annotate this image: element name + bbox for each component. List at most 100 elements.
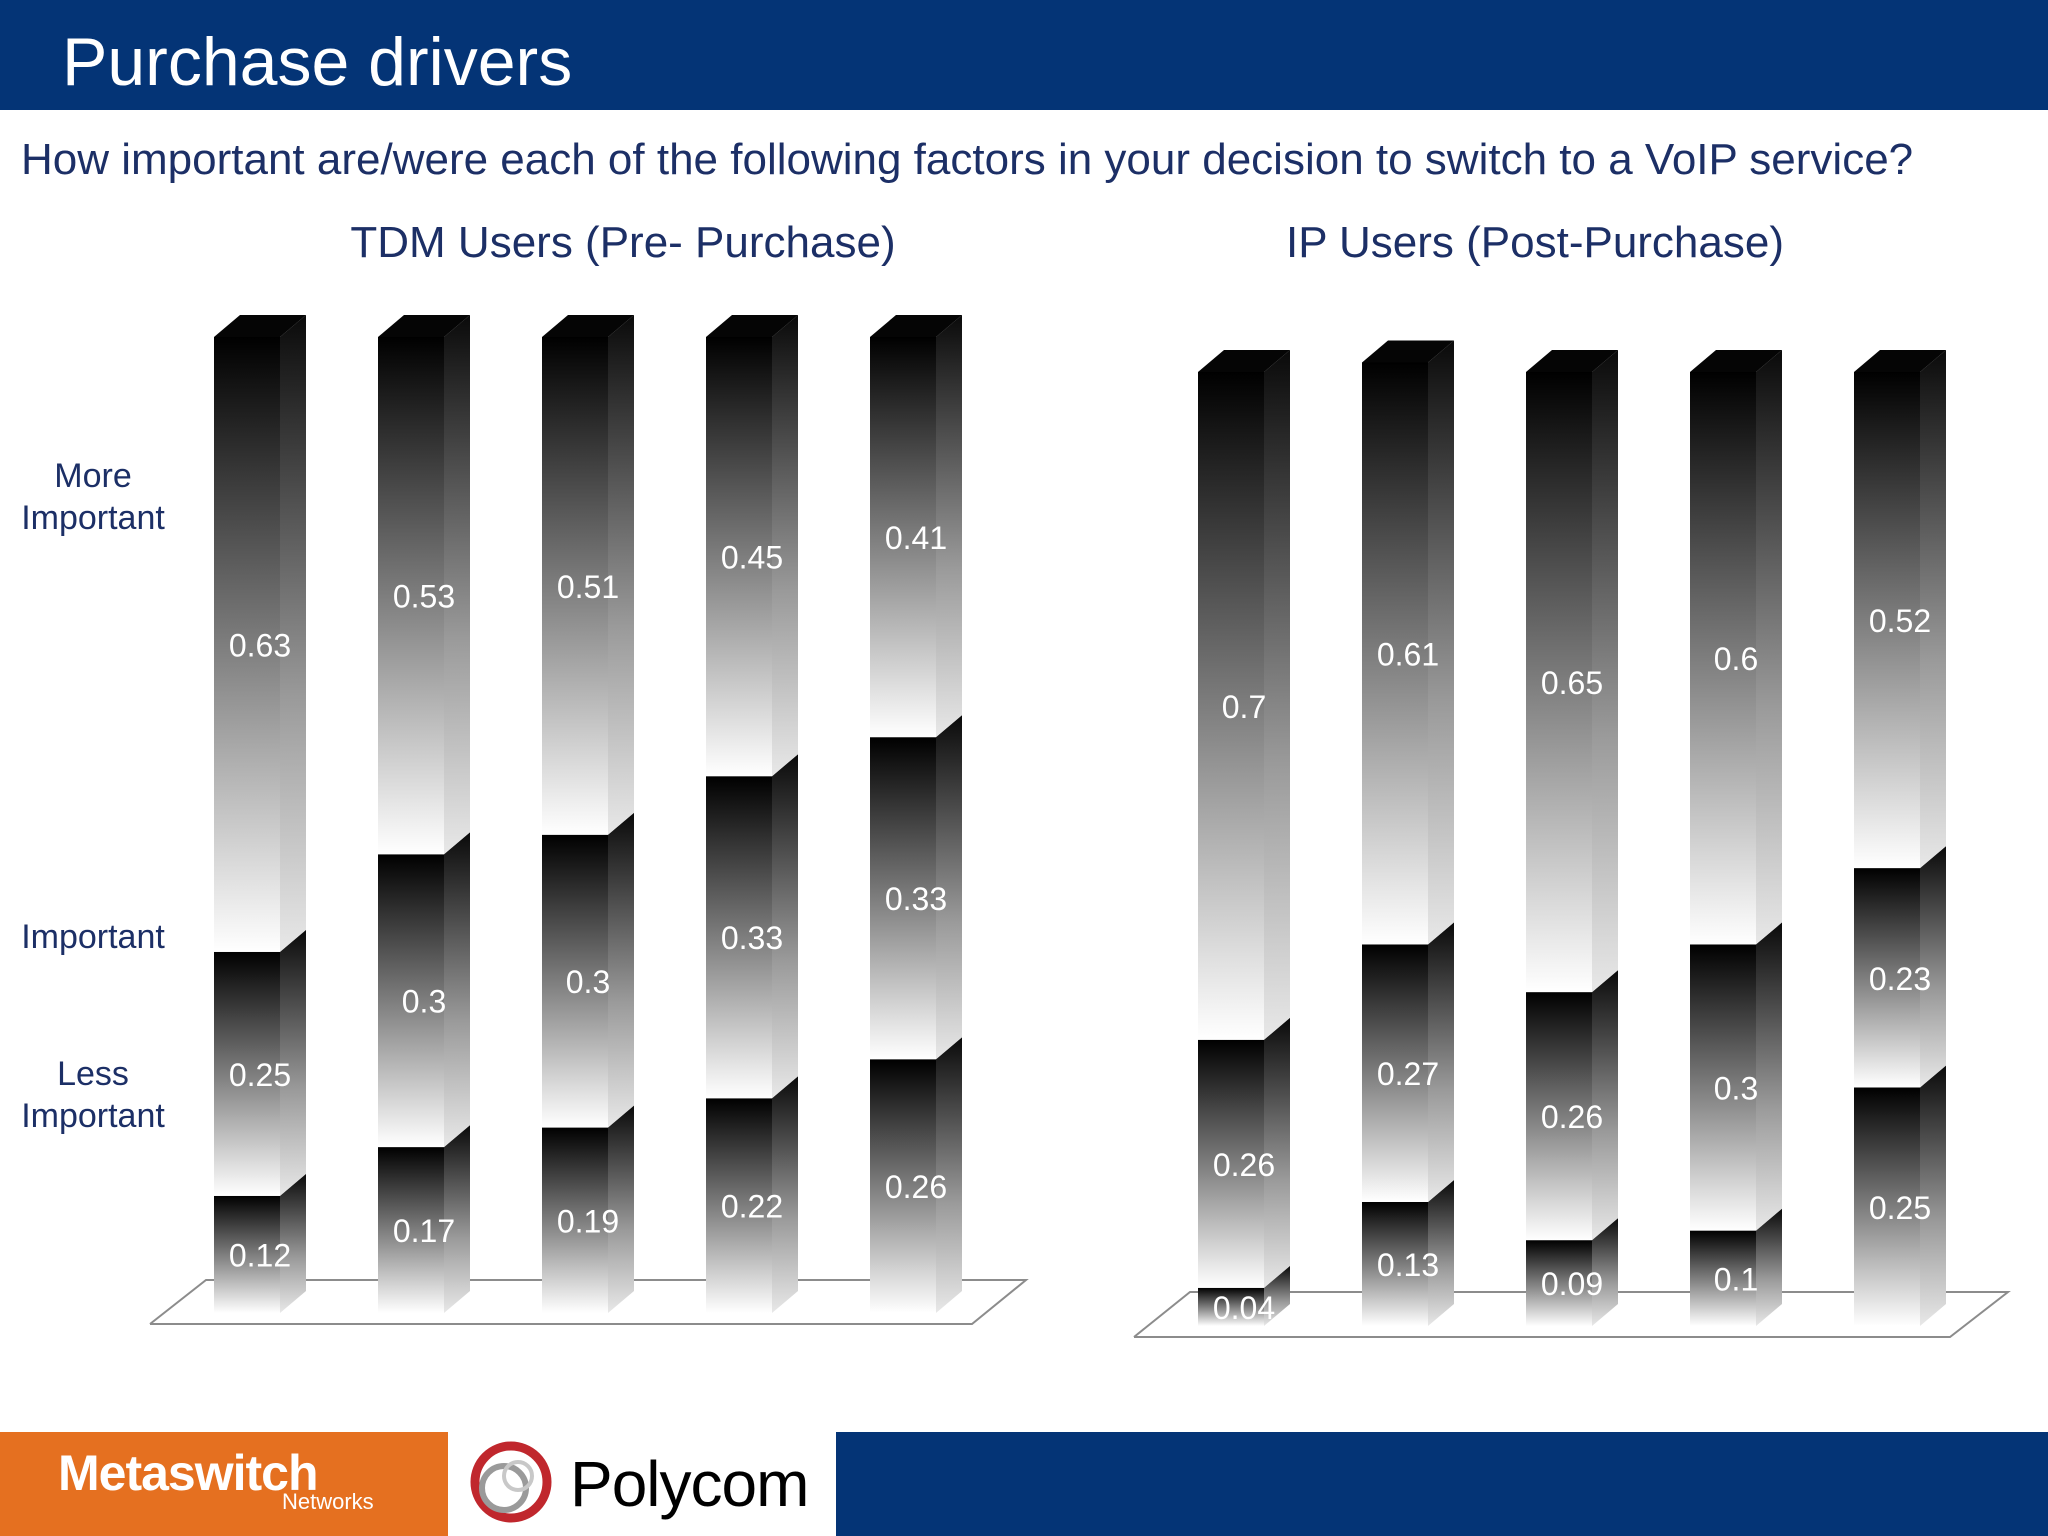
value-label-1-2-3: 0.53 (393, 579, 455, 615)
chart-floors (149, 1279, 2011, 1338)
value-label-2-2-1: 0.13 (1377, 1247, 1439, 1283)
bar-2-2-seg-2 (1362, 944, 1428, 1202)
value-label-2-2-3: 0.61 (1377, 636, 1439, 672)
value-label-1-4-2: 0.33 (721, 920, 783, 956)
chart-title-tdm: TDM Users (Pre- Purchase) (350, 218, 896, 267)
bar-2-4-seg-1-side (1756, 1208, 1782, 1326)
value-label-1-3-2: 0.3 (566, 964, 610, 1000)
value-label-1-5-3: 0.41 (885, 520, 947, 556)
slide-title: Purchase drivers (62, 24, 573, 100)
bar-2-3-seg-1-side (1592, 1218, 1618, 1326)
bar-2-1-seg-2-side (1264, 1017, 1290, 1288)
bar-1-3-seg-3 (542, 337, 608, 835)
value-label-2-1-1: 0.04 (1213, 1290, 1275, 1326)
bar-2-2-seg-3 (1362, 362, 1428, 945)
bar-1-1-seg-1 (214, 1195, 280, 1313)
footer-orange-panel (0, 1432, 448, 1536)
value-label-2-4-3: 0.6 (1714, 641, 1758, 677)
bar-2-4-seg-2-side (1756, 922, 1782, 1231)
bar-2-5-seg-2 (1854, 868, 1920, 1088)
bar-1-4-seg-2-side (772, 754, 798, 1099)
stacked-bar-charts: 0.12 0.25 0.63 0.17 0.3 0.53 0.19 0.3 0.51 0.22 0.… (149, 315, 2011, 1338)
bar-1-3-seg-1-side (608, 1105, 634, 1313)
value-label-2-1-2: 0.26 (1213, 1147, 1275, 1183)
value-label-1-5-2: 0.33 (885, 881, 947, 917)
bar-1-3-seg-1 (542, 1127, 608, 1313)
bar-2-5-seg-1 (1854, 1087, 1920, 1326)
bar-2-3-top (1526, 350, 1618, 372)
bar-1-4-seg-3-side (772, 315, 798, 777)
bar-1-5-seg-1 (870, 1059, 936, 1313)
bar-2-1-seg-1 (1198, 1287, 1264, 1326)
bar-2-2-seg-1 (1362, 1201, 1428, 1326)
value-label-2-1-3: 0.7 (1222, 689, 1266, 725)
chart-floor-2 (1133, 1291, 2011, 1338)
bar-1-4-seg-1-side (772, 1076, 798, 1313)
polycom-logo: Polycom (570, 1448, 809, 1520)
bar-2-4-top (1690, 350, 1782, 372)
value-label-2-2-2: 0.27 (1377, 1056, 1439, 1092)
bar-2-1-seg-3 (1198, 372, 1264, 1040)
bar-2-3-seg-1 (1526, 1240, 1592, 1326)
value-label-2-3-3: 0.65 (1541, 665, 1603, 701)
bar-2-1-seg-3-side (1264, 350, 1290, 1040)
value-label-1-5-1: 0.26 (885, 1169, 947, 1205)
bar-1-1-top (214, 315, 306, 337)
bar-1-2-seg-1 (378, 1147, 444, 1313)
bar-1-3-seg-2 (542, 834, 608, 1128)
bar-1-2-seg-3 (378, 337, 444, 855)
y-label-more-line2: Important (21, 499, 165, 537)
y-label-less-important: Less Important (0, 1053, 193, 1137)
bar-1-5-seg-1-side (936, 1037, 962, 1313)
bar-1-4-seg-3 (706, 337, 772, 777)
value-label-2-5-2: 0.23 (1869, 961, 1931, 997)
bar-2-2-seg-1-side (1428, 1179, 1454, 1326)
value-label-1-1-2: 0.25 (229, 1057, 291, 1093)
bar-1-5-seg-2-side (936, 715, 962, 1060)
value-label-1-2-2: 0.3 (402, 984, 446, 1020)
bar-1-2-seg-2-side (444, 832, 470, 1148)
bar-2-4-seg-3 (1690, 372, 1756, 945)
bar-1-1-seg-3 (214, 337, 280, 952)
bar-1-5-seg-3-side (936, 315, 962, 738)
y-label-less-line2: Important (21, 1097, 165, 1135)
bar-1-3-seg-2-side (608, 812, 634, 1128)
y-label-important: Important (21, 918, 165, 956)
bar-2-4-seg-1 (1690, 1230, 1756, 1326)
bar-1-1-seg-3-side (280, 315, 306, 952)
metaswitch-logo-sub: Networks (282, 1489, 374, 1514)
bar-1-3-seg-3-side (608, 315, 634, 835)
value-label-1-1-3: 0.63 (229, 627, 291, 663)
bar-1-1-seg-2 (214, 951, 280, 1196)
survey-question: How important are/were each of the follo… (21, 135, 1914, 184)
value-label-1-3-1: 0.19 (557, 1203, 619, 1239)
bar-2-1-seg-2 (1198, 1039, 1264, 1288)
slide-header: Purchase drivers (0, 0, 2048, 110)
value-label-2-4-1: 0.1 (1714, 1261, 1758, 1297)
bar-1-2-seg-2 (378, 854, 444, 1148)
bar-2-1-top (1198, 350, 1290, 372)
value-label-2-3-1: 0.09 (1541, 1266, 1603, 1302)
bar-1-4-top (706, 315, 798, 337)
value-label-2-4-2: 0.3 (1714, 1071, 1758, 1107)
value-label-1-3-3: 0.51 (557, 569, 619, 605)
bar-1-3-top (542, 315, 634, 337)
y-label-less-line1: Less (57, 1055, 129, 1093)
y-label-more-line1: More (54, 457, 132, 495)
polycom-swirl-icon (470, 1441, 552, 1523)
value-label-1-4-1: 0.22 (721, 1189, 783, 1225)
bar-1-2-seg-1-side (444, 1125, 470, 1313)
value-label-1-1-1: 0.12 (229, 1237, 291, 1273)
value-label-1-2-1: 0.17 (393, 1213, 455, 1249)
bar-1-2-top (378, 315, 470, 337)
chart-bars (214, 315, 1946, 1326)
bar-2-3-seg-3-side (1592, 350, 1618, 993)
bar-2-4-seg-3-side (1756, 350, 1782, 945)
bar-2-5-seg-2-side (1920, 846, 1946, 1088)
bar-2-2-top (1362, 340, 1454, 363)
bar-2-5-seg-3 (1854, 372, 1920, 869)
bar-1-4-seg-2 (706, 776, 772, 1099)
bar-1-5-top (870, 315, 962, 337)
bar-1-2-seg-3-side (444, 315, 470, 855)
value-label-2-3-2: 0.26 (1541, 1099, 1603, 1135)
